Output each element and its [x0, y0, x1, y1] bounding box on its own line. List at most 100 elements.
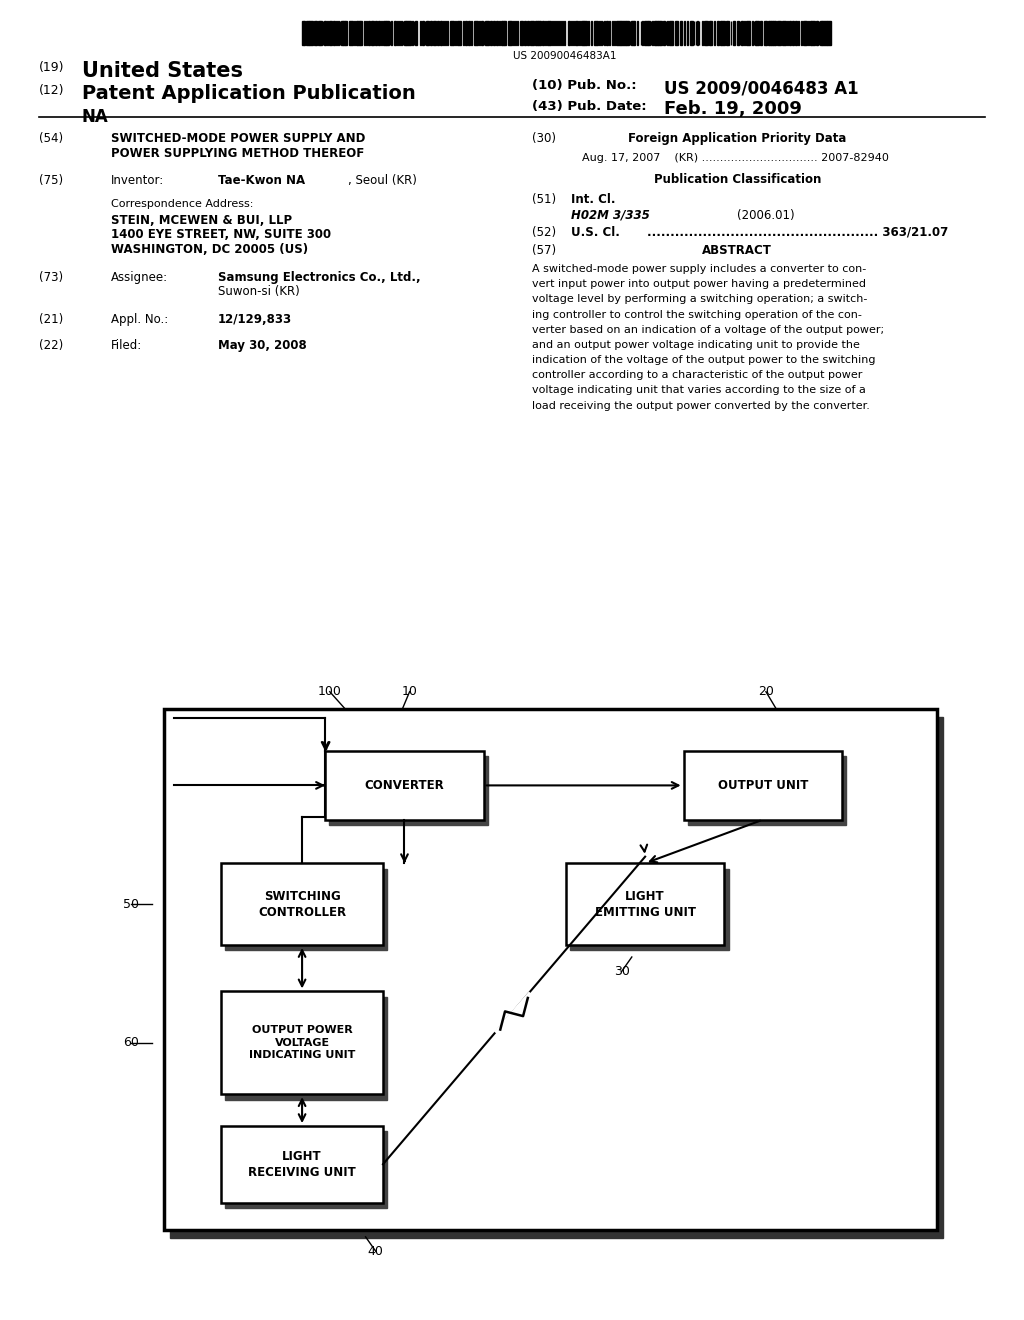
Bar	[771, 21, 773, 45]
Bar	[822, 21, 826, 45]
Bar	[701, 21, 703, 45]
Text: (19): (19)	[39, 61, 65, 74]
Text: May 30, 2008: May 30, 2008	[218, 339, 307, 352]
Bar	[372, 21, 374, 45]
Bar	[422, 21, 424, 45]
Text: OUTPUT UNIT: OUTPUT UNIT	[718, 779, 808, 792]
Text: US 20090046483A1: US 20090046483A1	[513, 51, 617, 62]
Bar	[394, 21, 396, 45]
Bar	[225, 997, 387, 1100]
Bar	[792, 21, 795, 45]
Text: 12/129,833: 12/129,833	[218, 313, 292, 326]
Text: ing controller to control the switching operation of the con-: ing controller to control the switching …	[532, 309, 862, 319]
Bar	[321, 21, 322, 45]
Bar	[354, 21, 355, 45]
Bar	[781, 21, 785, 45]
Bar	[760, 21, 762, 45]
Bar	[415, 21, 418, 45]
Bar	[562, 21, 563, 45]
Bar	[457, 21, 461, 45]
Bar	[412, 21, 413, 45]
Bar	[575, 21, 578, 45]
Bar	[803, 21, 805, 45]
Bar	[479, 21, 480, 45]
Bar	[530, 21, 535, 45]
Bar	[777, 21, 778, 45]
Bar	[407, 21, 411, 45]
Text: (52): (52)	[532, 226, 557, 239]
Bar	[656, 21, 657, 45]
Bar	[369, 21, 370, 45]
Text: Appl. No.:: Appl. No.:	[111, 313, 168, 326]
Text: indication of the voltage of the output power to the switching: indication of the voltage of the output …	[532, 355, 876, 366]
Bar	[474, 21, 478, 45]
Text: 10: 10	[401, 685, 418, 698]
Bar	[705, 21, 706, 45]
Bar	[493, 21, 496, 45]
Text: (12): (12)	[39, 84, 65, 98]
Bar	[225, 1131, 387, 1208]
Bar	[648, 21, 650, 45]
Bar	[554, 21, 555, 45]
Text: (54): (54)	[39, 132, 63, 145]
Bar	[386, 21, 389, 45]
Text: (57): (57)	[532, 244, 557, 257]
Bar	[827, 21, 831, 45]
Text: 40: 40	[368, 1245, 384, 1258]
Text: (43) Pub. Date:: (43) Pub. Date:	[532, 100, 647, 114]
Bar	[537, 21, 538, 45]
Bar	[688, 756, 846, 825]
Bar	[642, 21, 643, 45]
Bar	[658, 21, 659, 45]
Bar	[714, 21, 715, 45]
Bar	[436, 21, 439, 45]
Bar	[684, 751, 842, 820]
Bar	[164, 709, 937, 1230]
Bar	[611, 21, 613, 45]
Bar	[615, 21, 620, 45]
Bar	[526, 21, 529, 45]
Bar	[637, 21, 638, 45]
Bar	[496, 21, 499, 45]
Text: A switched-mode power supply includes a converter to con-: A switched-mode power supply includes a …	[532, 264, 866, 275]
Bar	[364, 21, 366, 45]
Bar	[569, 869, 729, 950]
Text: .................................................. 363/21.07: ........................................…	[647, 226, 948, 239]
Bar	[717, 21, 719, 45]
Text: POWER SUPPLYING METHOD THEREOF: POWER SUPPLYING METHOD THEREOF	[111, 147, 364, 160]
Text: Aug. 17, 2007    (KR) ................................ 2007-82940: Aug. 17, 2007 (KR) .....................…	[582, 153, 889, 164]
Bar	[336, 21, 337, 45]
Bar	[710, 21, 712, 45]
Bar	[820, 21, 822, 45]
Bar	[513, 21, 514, 45]
Bar	[485, 21, 489, 45]
Text: (30): (30)	[532, 132, 556, 145]
Bar	[333, 21, 335, 45]
Text: (73): (73)	[39, 271, 63, 284]
Text: vert input power into output power having a predetermined: vert input power into output power havin…	[532, 279, 866, 289]
Bar	[505, 21, 506, 45]
Bar	[684, 21, 685, 45]
Bar	[582, 21, 583, 45]
Text: controller according to a characteristic of the output power: controller according to a characteristic…	[532, 370, 863, 380]
Bar	[547, 21, 551, 45]
Bar	[515, 21, 516, 45]
Bar	[743, 21, 745, 45]
Bar	[588, 21, 589, 45]
Bar	[327, 21, 328, 45]
Bar	[660, 21, 662, 45]
Bar	[626, 21, 629, 45]
Bar	[727, 21, 728, 45]
Bar	[523, 21, 526, 45]
Bar	[644, 21, 648, 45]
Bar	[471, 21, 472, 45]
Text: 100: 100	[317, 685, 342, 698]
Text: (10) Pub. No.:: (10) Pub. No.:	[532, 79, 637, 92]
Text: LIGHT
EMITTING UNIT: LIGHT EMITTING UNIT	[595, 890, 695, 919]
Bar	[427, 21, 429, 45]
Bar	[733, 21, 735, 45]
Bar	[539, 21, 540, 45]
Bar	[573, 21, 574, 45]
Bar	[579, 21, 581, 45]
Text: Foreign Application Priority Data: Foreign Application Priority Data	[628, 132, 847, 145]
